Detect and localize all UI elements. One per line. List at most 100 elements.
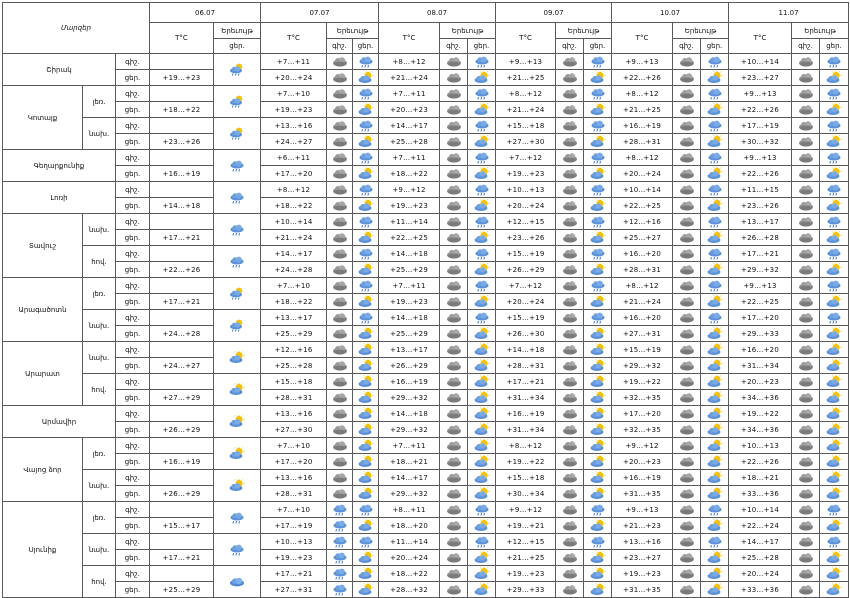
cloud-rain-icon — [357, 55, 375, 68]
temperature-cell: +21…+25 — [495, 69, 557, 86]
temperature-cell: +23…+27 — [611, 549, 674, 566]
night-phenomenon-cell — [672, 53, 702, 70]
night-phenomenon-cell — [791, 309, 821, 326]
cloud-icon — [561, 343, 579, 356]
day-phenomenon-cell — [352, 53, 380, 70]
cloud-rain-icon — [589, 55, 607, 68]
night-phenomenon-cell — [439, 149, 469, 166]
night-phenomenon-cell — [791, 53, 821, 70]
day-phenomenon-cell — [352, 165, 380, 182]
night-phenomenon-cell — [791, 549, 821, 566]
table-row: ցեր. +15…+17 +17…+19 +18…+20 +19…+21 +21…+23 +… — [3, 517, 850, 534]
night-phenomenon-cell — [439, 469, 469, 486]
night-phenomenon-cell — [439, 197, 469, 214]
day-phenomenon-cell — [467, 133, 497, 150]
day-phenomenon-cell — [583, 533, 613, 550]
cloud-icon — [445, 231, 463, 244]
temperature-cell: +9…+13 — [611, 501, 674, 518]
table-row: ցեր. +23…+26 +24…+27 +25…+28 +27…+30 +28…+31 +… — [3, 133, 850, 150]
date-header: 07.07 — [260, 2, 380, 23]
day-phenomenon-cell — [700, 341, 730, 358]
temperature-cell: +21…+25 — [495, 549, 557, 566]
cloud-icon — [561, 503, 579, 516]
sun-cloud-icon — [825, 423, 843, 436]
sun-cloud-icon — [825, 583, 843, 596]
night-phenomenon-cell — [555, 405, 585, 422]
phenomenon-cell — [212, 341, 262, 374]
day-phenomenon-cell — [819, 245, 850, 262]
sun-cloud-icon — [706, 199, 724, 212]
cloud-icon — [797, 583, 815, 596]
day-phenomenon-cell — [352, 357, 380, 374]
temperature-cell: +18…+22 — [260, 293, 328, 310]
cloud-rain-icon — [825, 119, 843, 132]
night-phenomenon-cell — [439, 85, 469, 102]
temperature-cell — [149, 245, 214, 262]
cloud-rain-icon — [473, 535, 491, 548]
night-phenomenon-cell — [555, 309, 585, 326]
temperature-cell — [149, 405, 214, 422]
cloud-icon — [561, 167, 579, 180]
night-phenomenon-cell — [439, 453, 469, 470]
sun-cloud-icon — [357, 231, 375, 244]
temperature-cell: +21…+24 — [260, 229, 328, 246]
temperature-cell: +17…+21 — [260, 565, 328, 582]
sun-cloud-icon — [706, 375, 724, 388]
night-phenomenon-cell — [672, 501, 702, 518]
temperature-cell: +19…+21 — [495, 517, 557, 534]
cloud-icon — [445, 183, 463, 196]
phenomenon-header: Երեւույթ — [439, 22, 497, 39]
cloud-icon — [678, 71, 696, 84]
time-of-day: գիշ. — [115, 181, 150, 198]
day-phenomenon-cell — [583, 85, 613, 102]
day-phenomenon-cell — [583, 53, 613, 70]
temperature-cell: +31…+34 — [495, 421, 557, 438]
day-phenomenon-cell — [819, 325, 850, 342]
temperature-cell: +14…+17 — [378, 469, 441, 486]
sun-cloud-icon — [473, 391, 491, 404]
cloud-icon — [678, 503, 696, 516]
sun-cloud-icon — [473, 439, 491, 452]
sun-cloud-icon — [473, 583, 491, 596]
night-phenomenon-cell — [791, 277, 821, 294]
phenomenon-header: Երեւույթ — [555, 22, 613, 39]
sun-cloud-icon — [228, 479, 246, 492]
sun-cloud-rain-icon — [228, 63, 246, 76]
temperature-cell: +14…+17 — [260, 245, 328, 262]
temp-unit-header: T°C — [728, 22, 793, 54]
night-phenomenon-cell — [791, 181, 821, 198]
night-phenomenon-cell — [439, 133, 469, 150]
day-subheader: ցեր. — [583, 38, 613, 54]
night-phenomenon-cell — [439, 405, 469, 422]
night-phenomenon-cell — [555, 549, 585, 566]
temperature-cell: +7…+11 — [378, 85, 441, 102]
cloud-rain-icon — [473, 183, 491, 196]
cloud-icon — [331, 487, 349, 500]
sun-cloud-icon — [228, 351, 246, 364]
day-phenomenon-cell — [467, 533, 497, 550]
sun-cloud-icon — [825, 455, 843, 468]
cloud-icon — [797, 535, 815, 548]
sun-cloud-icon — [825, 263, 843, 276]
night-phenomenon-cell — [555, 133, 585, 150]
day-subheader: ցեր. — [700, 38, 730, 54]
day-phenomenon-cell — [819, 293, 850, 310]
night-phenomenon-cell — [326, 197, 354, 214]
temperature-cell: +15…+17 — [149, 517, 214, 534]
night-phenomenon-cell — [791, 69, 821, 86]
cloud-icon — [445, 343, 463, 356]
region-name: Արագածոտն — [2, 277, 83, 342]
night-phenomenon-cell — [326, 389, 354, 406]
cloud-icon — [331, 183, 349, 196]
temperature-cell: +27…+31 — [260, 581, 328, 598]
temperature-cell: +17…+21 — [728, 245, 793, 262]
cloud-icon — [331, 103, 349, 116]
cloud-icon — [678, 183, 696, 196]
day-phenomenon-cell — [700, 437, 730, 454]
temperature-cell: +26…+29 — [149, 421, 214, 438]
temperature-cell: +10…+14 — [611, 181, 674, 198]
day-phenomenon-cell — [819, 181, 850, 198]
temperature-cell: +17…+19 — [728, 117, 793, 134]
temperature-cell: +30…+34 — [495, 485, 557, 502]
temperature-cell: +11…+15 — [728, 181, 793, 198]
